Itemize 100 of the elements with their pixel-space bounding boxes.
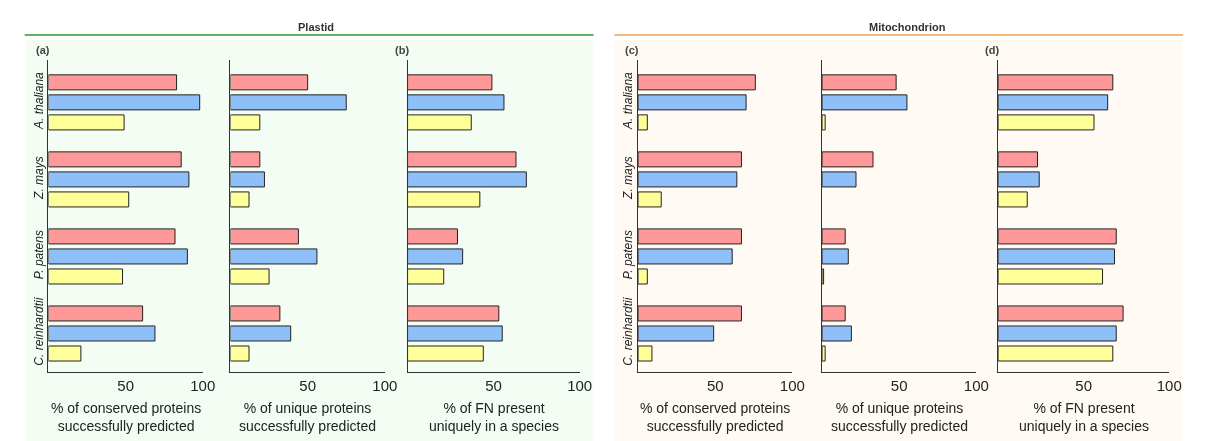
bar bbox=[822, 228, 846, 245]
bar bbox=[998, 325, 1117, 342]
bar bbox=[48, 171, 190, 188]
bar bbox=[638, 191, 662, 208]
bar bbox=[48, 151, 182, 168]
bar bbox=[822, 94, 908, 111]
bar bbox=[638, 248, 733, 265]
x-tick-label: 100 bbox=[567, 377, 593, 394]
text: (d) bbox=[985, 44, 1000, 56]
bar bbox=[48, 305, 144, 322]
bar bbox=[48, 228, 176, 245]
bar bbox=[822, 171, 857, 188]
bar bbox=[407, 171, 527, 188]
text: (b) bbox=[395, 44, 410, 56]
bar bbox=[998, 305, 1124, 322]
bar bbox=[638, 94, 747, 111]
bar bbox=[230, 228, 299, 245]
bar bbox=[407, 268, 445, 285]
bar bbox=[48, 74, 178, 91]
y-tick-label: Z. mays bbox=[621, 156, 636, 200]
x-axis-title: % of conserved proteins successfully predicted bbox=[51, 400, 202, 435]
bar bbox=[230, 171, 265, 188]
bar bbox=[407, 74, 493, 91]
bar bbox=[230, 151, 261, 168]
bar bbox=[638, 171, 738, 188]
y-tick-label: A. thaliana bbox=[31, 71, 46, 130]
x-axis-title: % of conserved proteins successfully predicted bbox=[640, 400, 791, 435]
bar bbox=[48, 191, 130, 208]
x-tick-label: 50 bbox=[1075, 377, 1093, 394]
bar bbox=[638, 345, 653, 362]
y-tick-label: A. thaliana bbox=[621, 71, 636, 130]
bar bbox=[48, 325, 156, 342]
bar bbox=[230, 248, 318, 265]
text: (c) bbox=[625, 44, 639, 56]
bar bbox=[230, 114, 261, 131]
bar bbox=[998, 268, 1104, 285]
bar bbox=[638, 268, 648, 285]
bar bbox=[998, 114, 1095, 131]
bar bbox=[230, 268, 270, 285]
bar bbox=[407, 228, 458, 245]
bar bbox=[48, 345, 82, 362]
bar bbox=[998, 248, 1116, 265]
bar bbox=[638, 325, 715, 342]
bar bbox=[407, 114, 472, 131]
bar bbox=[230, 74, 309, 91]
x-tick-label: 50 bbox=[299, 377, 316, 394]
x-tick-label: 50 bbox=[117, 377, 134, 394]
x-tick-label: 50 bbox=[485, 377, 502, 394]
bar bbox=[998, 191, 1028, 208]
x-axis-title: % of FN present uniquely in a species bbox=[429, 400, 559, 435]
y-tick-label: P. patens bbox=[31, 230, 46, 280]
bar bbox=[407, 94, 505, 111]
bar bbox=[998, 228, 1117, 245]
bar bbox=[230, 305, 281, 322]
bar bbox=[230, 94, 347, 111]
bar bbox=[998, 94, 1109, 111]
bar bbox=[638, 151, 742, 168]
x-axis-title: % of unique proteins successfully predicted bbox=[239, 400, 376, 435]
bar bbox=[407, 151, 517, 168]
x-axis-title: % of FN present uniquely in a species bbox=[1019, 400, 1149, 435]
bar bbox=[822, 151, 874, 168]
bar bbox=[638, 74, 756, 91]
x-tick-label: 100 bbox=[190, 377, 216, 394]
bar bbox=[638, 228, 742, 245]
bar bbox=[998, 171, 1040, 188]
y-tick-label: C. reinhardtii bbox=[621, 297, 636, 366]
bar bbox=[48, 114, 125, 131]
bar bbox=[822, 325, 852, 342]
bar bbox=[407, 191, 481, 208]
y-tick-label: C. reinhardtii bbox=[31, 297, 46, 366]
chart-title: Mitochondrion bbox=[869, 21, 946, 33]
y-tick-label: P. patens bbox=[621, 230, 636, 280]
bar bbox=[407, 345, 484, 362]
chart-title: Plastid bbox=[298, 21, 335, 33]
x-axis-title: % of unique proteins successfully predicted bbox=[831, 400, 968, 435]
x-tick-label: 100 bbox=[779, 377, 805, 394]
bar bbox=[407, 325, 503, 342]
bar bbox=[822, 248, 849, 265]
x-tick-label: 50 bbox=[706, 377, 724, 394]
bar bbox=[407, 248, 464, 265]
bar bbox=[998, 74, 1114, 91]
bar bbox=[822, 74, 897, 91]
bar bbox=[48, 248, 188, 265]
bar bbox=[822, 305, 846, 322]
bar bbox=[638, 305, 742, 322]
x-tick-label: 100 bbox=[963, 377, 989, 394]
bar bbox=[230, 345, 250, 362]
x-tick-label: 100 bbox=[1156, 377, 1182, 394]
bar bbox=[998, 345, 1114, 362]
bar bbox=[407, 305, 500, 322]
bar bbox=[48, 94, 201, 111]
text: (a) bbox=[36, 44, 50, 56]
x-tick-label: 50 bbox=[890, 377, 908, 394]
bar bbox=[230, 325, 292, 342]
y-tick-label: Z. mays bbox=[31, 156, 46, 200]
bar bbox=[638, 114, 648, 131]
bar bbox=[230, 191, 250, 208]
bar bbox=[998, 151, 1038, 168]
x-tick-label: 100 bbox=[372, 377, 398, 394]
bar bbox=[48, 268, 124, 285]
